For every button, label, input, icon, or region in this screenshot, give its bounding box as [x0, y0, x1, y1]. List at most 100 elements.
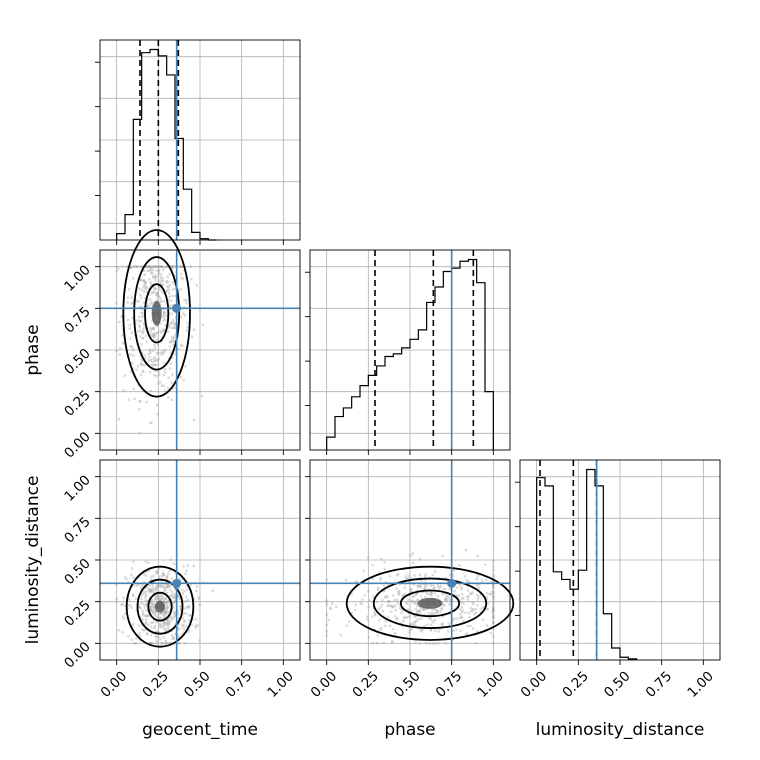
sample-point-0-199	[145, 286, 148, 289]
ytick-label-pair-0-2-2: 0.50	[61, 556, 94, 589]
sample-point-1-324	[164, 610, 167, 613]
sample-point-0-388	[156, 331, 159, 334]
sample-point-2-54	[479, 610, 483, 614]
sample-point-2-274	[403, 615, 407, 618]
sample-point-0-391	[148, 269, 151, 272]
sample-point-0-42	[126, 318, 130, 321]
sample-point-2-114	[418, 609, 421, 613]
sample-point-1-278	[171, 634, 174, 637]
sample-point-0-131	[173, 336, 176, 339]
sample-point-2-456	[444, 587, 447, 591]
sample-point-1-147	[139, 601, 143, 605]
sample-point-2-89	[418, 558, 422, 561]
sample-point-0-419	[130, 296, 133, 299]
histogram-phase	[326, 258, 494, 450]
sample-point-0-263	[129, 265, 133, 268]
sample-point-1-491	[172, 596, 175, 599]
sample-point-0-100	[159, 297, 162, 300]
sample-point-0-404	[132, 265, 136, 268]
sample-point-2-492	[492, 584, 495, 588]
sample-point-1-130	[156, 631, 159, 634]
sample-point-0-89	[154, 265, 157, 268]
sample-point-2-179	[471, 601, 474, 604]
sample-point-1-266	[189, 583, 193, 586]
sample-point-2-303	[413, 600, 417, 603]
sample-point-0-444	[117, 418, 121, 421]
sample-point-0-274	[139, 293, 142, 297]
sample-point-2-131	[492, 606, 495, 609]
sample-point-2-219	[411, 552, 415, 555]
sample-point-2-501	[457, 594, 461, 597]
sample-point-0-234	[152, 275, 155, 279]
sample-point-1-331	[166, 584, 170, 587]
xtick-label-pair-0-2-0: 0.00	[98, 668, 131, 701]
sample-point-2-227	[475, 642, 478, 645]
sample-point-0-37	[164, 323, 167, 327]
sample-point-2-285	[492, 615, 495, 618]
sample-point-1-319	[122, 596, 126, 600]
sample-point-2-203	[405, 616, 408, 620]
sample-point-1-1	[165, 575, 169, 578]
sample-point-2-380	[429, 617, 432, 620]
sample-point-0-374	[143, 301, 146, 304]
sample-point-2-491	[481, 618, 485, 621]
sample-point-0-148	[157, 295, 161, 299]
sample-point-2-126	[438, 586, 441, 589]
sample-point-0-178	[167, 325, 170, 328]
sample-point-1-343	[162, 613, 165, 617]
sample-point-1-33	[156, 570, 159, 574]
sample-point-0-369	[171, 337, 174, 340]
sample-point-2-309	[492, 605, 495, 609]
sample-point-2-241	[492, 560, 495, 563]
sample-point-0-188	[144, 297, 147, 300]
sample-point-1-442	[149, 588, 153, 591]
sample-point-1-498	[179, 607, 183, 611]
sample-point-2-440	[492, 641, 495, 644]
xtick-label-diag-2-3: 0.75	[643, 668, 676, 701]
sample-point-0-154	[154, 287, 158, 290]
sample-point-2-258	[410, 587, 413, 591]
sample-point-1-422	[155, 636, 158, 639]
sample-point-0-330	[150, 283, 153, 286]
sample-point-0-405	[156, 343, 160, 347]
sample-point-0-223	[201, 323, 205, 327]
sample-point-0-335	[140, 315, 144, 319]
sample-point-0-378	[171, 265, 175, 268]
sample-point-2-327	[492, 587, 495, 590]
sample-point-2-402	[408, 622, 412, 626]
sample-point-0-88	[180, 276, 183, 279]
sample-point-2-11	[408, 631, 411, 634]
sample-point-1-475	[164, 615, 167, 619]
sample-point-2-487	[379, 578, 382, 582]
sample-point-0-62	[179, 315, 183, 318]
sample-point-1-193	[155, 629, 158, 633]
sample-point-0-249	[183, 299, 186, 302]
sample-point-1-361	[145, 586, 149, 589]
sample-point-2-251	[472, 627, 475, 630]
sample-point-1-277	[172, 636, 175, 639]
sample-point-1-403	[167, 642, 170, 645]
sample-point-0-389	[155, 293, 158, 296]
sample-point-2-186	[433, 618, 437, 622]
sample-point-0-287	[171, 265, 174, 268]
sample-point-0-253	[148, 371, 152, 374]
sample-point-2-469	[444, 598, 447, 602]
sample-point-0-55	[180, 265, 183, 268]
sample-point-1-481	[150, 625, 153, 629]
xtick-label-pair-0-2-2: 0.50	[181, 668, 214, 701]
sample-point-1-503	[186, 606, 189, 609]
sample-point-1-125	[164, 588, 167, 592]
sample-point-2-228	[374, 613, 377, 617]
sample-point-2-307	[419, 585, 422, 589]
sample-point-2-99	[404, 601, 408, 605]
sample-point-0-97	[149, 359, 152, 362]
sample-point-0-396	[167, 286, 170, 289]
sample-point-1-393	[153, 606, 157, 609]
sample-point-2-354	[477, 586, 481, 590]
sample-point-0-313	[171, 335, 174, 339]
sample-point-0-53	[121, 265, 124, 268]
sample-point-0-54	[159, 351, 162, 355]
sample-point-2-160	[366, 615, 369, 618]
sample-point-0-516	[153, 356, 157, 359]
sample-point-0-22	[142, 322, 146, 326]
